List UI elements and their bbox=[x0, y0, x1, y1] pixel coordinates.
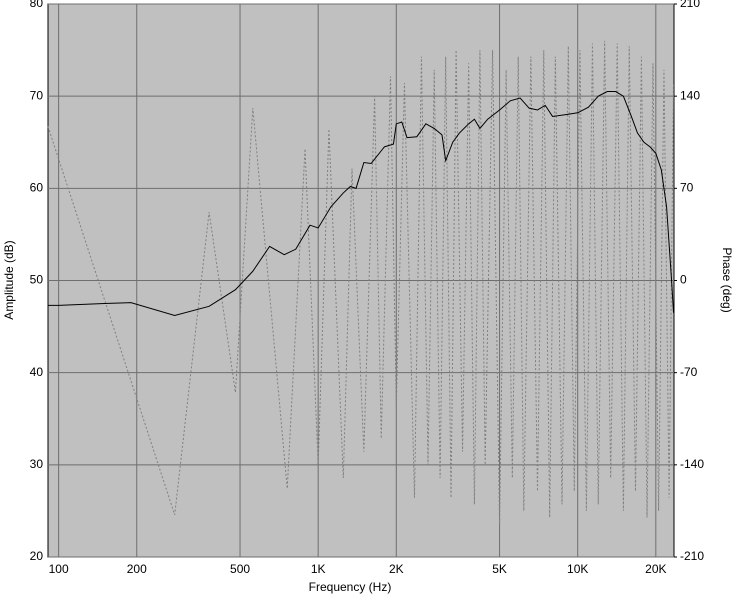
y2-tick-label: -210 bbox=[680, 549, 704, 563]
x-tick-label: 1K bbox=[311, 562, 326, 576]
x-tick-label: 10K bbox=[567, 562, 588, 576]
y-tick-label: 50 bbox=[30, 273, 44, 287]
y-tick-label: 60 bbox=[30, 181, 44, 195]
x-tick-label: 20K bbox=[645, 562, 666, 576]
series-line bbox=[48, 91, 675, 317]
y2-tick-label: -70 bbox=[680, 365, 698, 379]
x-tick-label: 100 bbox=[49, 562, 69, 576]
y2-tick-label: 140 bbox=[680, 88, 700, 102]
x-tick-label: 500 bbox=[230, 562, 250, 576]
x-tick-label: 5K bbox=[492, 562, 507, 576]
y-axis-label: Amplitude (dB) bbox=[2, 240, 16, 319]
x-tick-label: 200 bbox=[127, 562, 147, 576]
y2-tick-label: 0 bbox=[680, 273, 687, 287]
x-tick-label: 2K bbox=[389, 562, 404, 576]
y2-tick-label: 210 bbox=[680, 0, 700, 10]
y2-tick-label: 70 bbox=[680, 181, 694, 195]
y2-axis-label: Phase (deg) bbox=[720, 247, 734, 312]
y-tick-label: 40 bbox=[30, 365, 44, 379]
x-axis-label: Frequency (Hz) bbox=[309, 580, 392, 594]
y-tick-label: 20 bbox=[30, 549, 44, 563]
y-tick-label: 30 bbox=[30, 457, 44, 471]
y2-tick-label: -140 bbox=[680, 457, 704, 471]
series-line bbox=[47, 40, 675, 525]
y-tick-label: 70 bbox=[30, 88, 44, 102]
y-tick-label: 80 bbox=[30, 0, 44, 10]
